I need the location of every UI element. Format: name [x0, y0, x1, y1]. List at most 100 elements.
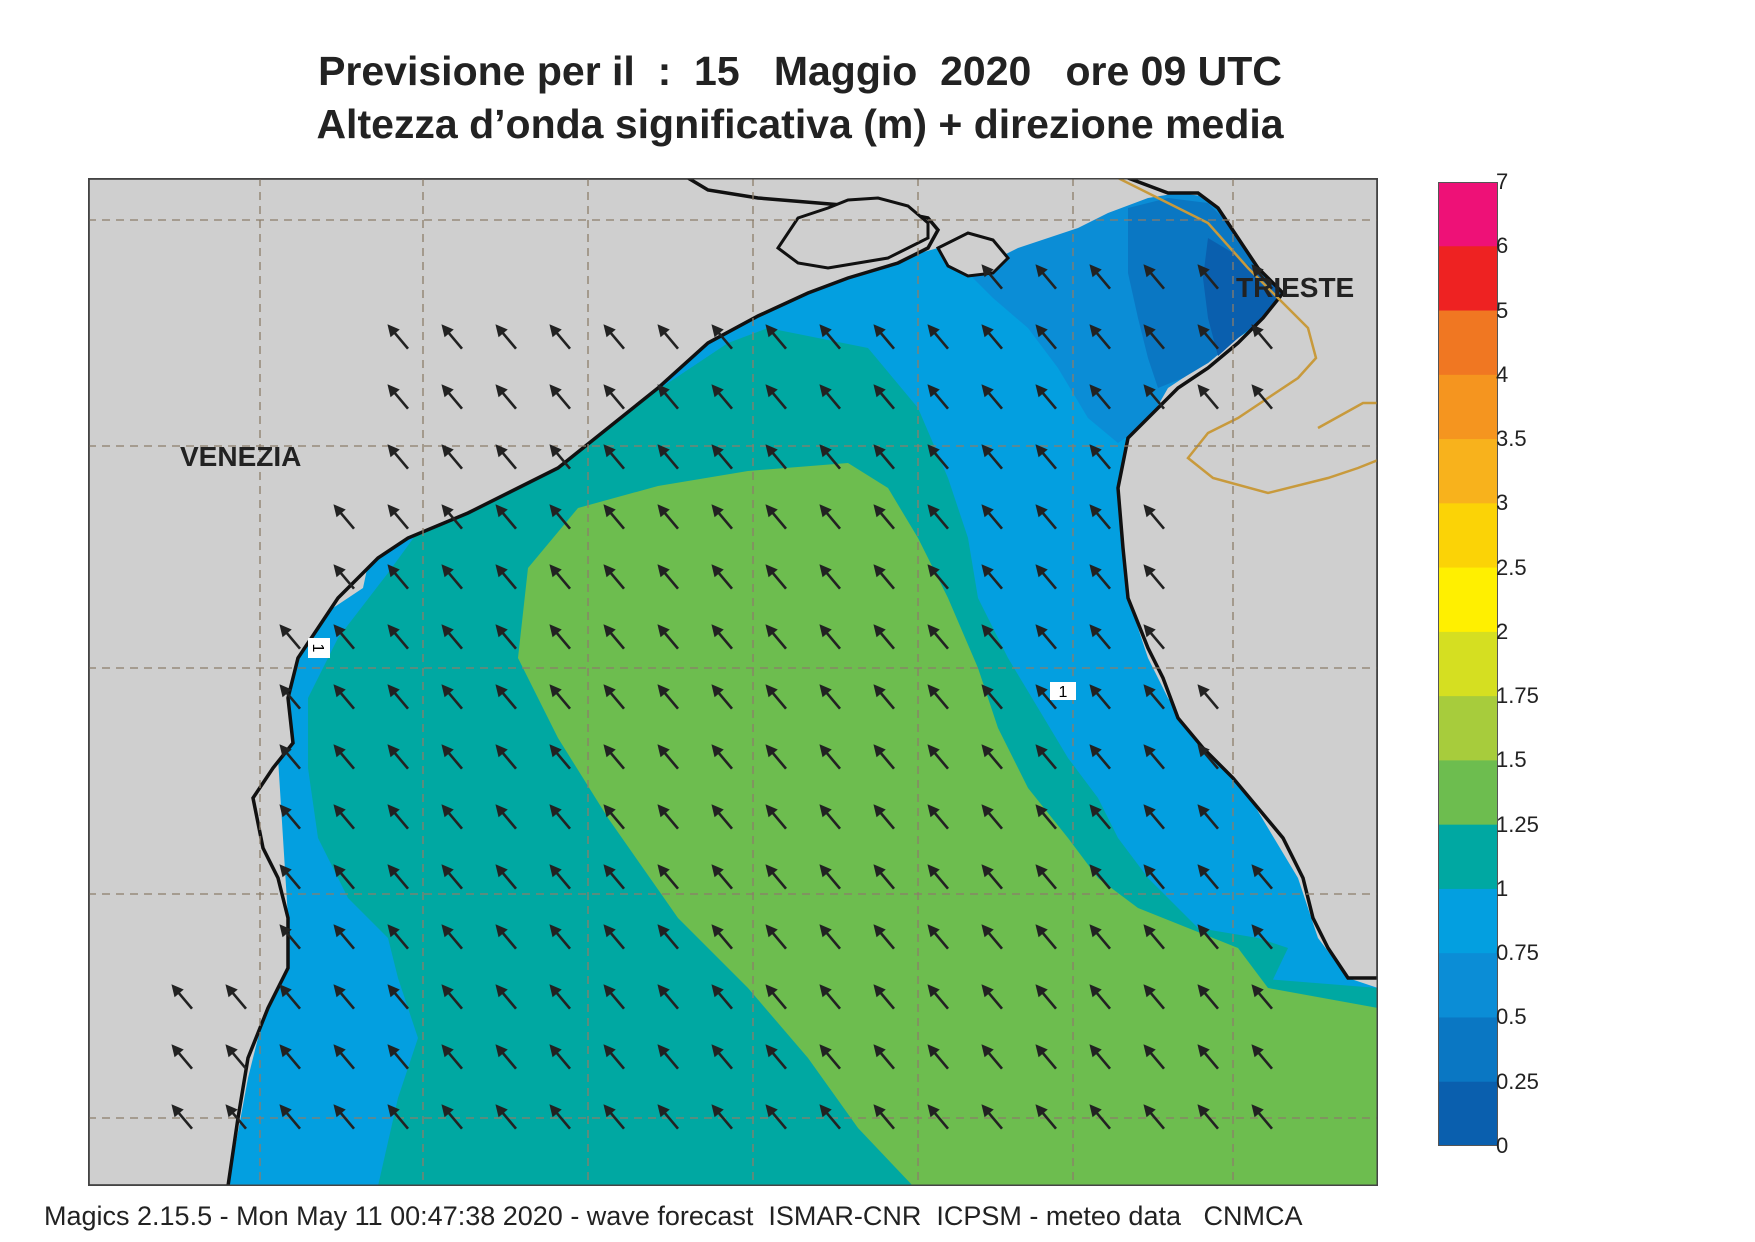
- contour-label: 1: [1050, 682, 1076, 701]
- legend-tick-label: 3: [1496, 490, 1509, 516]
- wave-direction-arrow: [1197, 384, 1219, 410]
- wave-direction-arrow: [819, 564, 841, 590]
- legend-tick-label: 0: [1496, 1133, 1509, 1158]
- wave-direction-arrow: [873, 1104, 895, 1130]
- wave-direction-arrow: [603, 684, 625, 710]
- wave-direction-arrow: [441, 324, 463, 350]
- wave-direction-arrow: [1143, 924, 1165, 950]
- wave-direction-arrow: [1035, 684, 1057, 710]
- legend-color-band: [1438, 824, 1498, 890]
- wave-direction-arrow: [981, 924, 1003, 950]
- wave-direction-arrow: [873, 804, 895, 830]
- wave-direction-arrow: [711, 624, 733, 650]
- wave-direction-arrow: [1089, 624, 1111, 650]
- wave-direction-arrow: [819, 924, 841, 950]
- wave-direction-arrow: [765, 384, 787, 410]
- wave-direction-arrow: [441, 684, 463, 710]
- legend-tick-label: 1.5: [1496, 747, 1527, 773]
- land-venezia: [88, 178, 941, 1186]
- wave-direction-arrow: [1143, 564, 1165, 590]
- wave-direction-arrow: [1251, 264, 1273, 290]
- wave-direction-arrow: [765, 324, 787, 350]
- wave-direction-arrow: [1143, 984, 1165, 1010]
- wave-direction-arrow: [1143, 324, 1165, 350]
- wave-direction-arrow: [495, 744, 517, 770]
- wave-direction-arrow: [441, 804, 463, 830]
- wave-direction-arrow: [981, 1104, 1003, 1130]
- wave-direction-arrow: [1035, 384, 1057, 410]
- wave-direction-arrow: [333, 924, 355, 950]
- sea-band-0-0-25: [1203, 238, 1283, 356]
- wave-direction-arrow: [1035, 804, 1057, 830]
- wave-direction-arrow: [1251, 864, 1273, 890]
- legend-color-band: [1438, 503, 1498, 569]
- wave-direction-arrow: [711, 384, 733, 410]
- wave-direction-arrow: [981, 804, 1003, 830]
- wave-direction-arrow: [387, 924, 409, 950]
- wave-direction-arrow: [1035, 984, 1057, 1010]
- wave-direction-arrow: [927, 564, 949, 590]
- legend-color-band: [1438, 374, 1498, 440]
- wave-direction-arrow: [549, 924, 571, 950]
- wave-direction-arrow: [927, 624, 949, 650]
- wave-direction-arrow: [981, 684, 1003, 710]
- wave-direction-arrow: [765, 624, 787, 650]
- wave-direction-arrow: [927, 504, 949, 530]
- wave-direction-arrow: [1197, 864, 1219, 890]
- wave-direction-arrow: [927, 984, 949, 1010]
- legend-tick-label: 5: [1496, 297, 1509, 323]
- wave-direction-arrow: [657, 864, 679, 890]
- wave-direction-arrow: [549, 324, 571, 350]
- wave-direction-arrow: [333, 744, 355, 770]
- wave-direction-arrow: [657, 1044, 679, 1070]
- wave-direction-arrow: [927, 744, 949, 770]
- wave-direction-arrow: [495, 504, 517, 530]
- wave-direction-arrow: [1035, 864, 1057, 890]
- wave-direction-arrow: [873, 444, 895, 470]
- legend-color-band: [1438, 439, 1498, 504]
- wave-direction-arrow: [1035, 744, 1057, 770]
- wave-direction-arrow: [981, 324, 1003, 350]
- wave-direction-arrow: [495, 624, 517, 650]
- legend-color-band: [1438, 310, 1498, 376]
- wave-direction-arrow: [1143, 1104, 1165, 1130]
- wave-direction-arrow: [873, 384, 895, 410]
- wave-direction-arrow: [711, 924, 733, 950]
- wave-direction-arrow: [1089, 564, 1111, 590]
- wave-direction-arrow: [495, 384, 517, 410]
- wave-direction-arrow: [711, 444, 733, 470]
- wave-direction-arrow: [711, 744, 733, 770]
- legend-tick-label: 6: [1496, 233, 1509, 259]
- legend-tick-label: 2: [1496, 618, 1509, 644]
- wave-direction-arrow: [819, 744, 841, 770]
- wave-direction-arrow: [495, 1104, 517, 1130]
- wave-direction-arrow: [549, 684, 571, 710]
- wave-direction-arrow: [387, 1104, 409, 1130]
- wave-direction-arrow: [603, 324, 625, 350]
- wave-direction-arrow: [495, 864, 517, 890]
- wave-direction-arrow: [279, 1044, 301, 1070]
- wave-direction-arrow: [279, 1104, 301, 1130]
- wave-direction-arrow: [1035, 1044, 1057, 1070]
- wave-direction-arrow: [171, 984, 193, 1010]
- legend-tick-label: 0.25: [1496, 1068, 1539, 1094]
- wave-direction-arrow: [873, 924, 895, 950]
- wave-direction-arrow: [387, 804, 409, 830]
- wave-direction-arrow: [603, 924, 625, 950]
- wave-direction-arrow: [225, 1104, 247, 1130]
- wave-direction-arrow: [819, 384, 841, 410]
- wave-direction-arrow: [603, 384, 625, 410]
- place-label-venezia: VENEZIA: [180, 441, 302, 472]
- legend-color-band: [1438, 1081, 1498, 1146]
- wave-direction-arrow: [981, 1044, 1003, 1070]
- wave-direction-arrow: [1197, 264, 1219, 290]
- wave-direction-arrow: [981, 864, 1003, 890]
- wave-direction-arrow: [495, 984, 517, 1010]
- title-line-2: Altezza d’onda significativa (m) + direz…: [316, 101, 1284, 147]
- wave-direction-arrow: [549, 1104, 571, 1130]
- wave-direction-arrow: [873, 564, 895, 590]
- wave-direction-arrow: [549, 864, 571, 890]
- wave-direction-arrow: [549, 1044, 571, 1070]
- wave-direction-arrow: [387, 864, 409, 890]
- wave-direction-arrow: [495, 924, 517, 950]
